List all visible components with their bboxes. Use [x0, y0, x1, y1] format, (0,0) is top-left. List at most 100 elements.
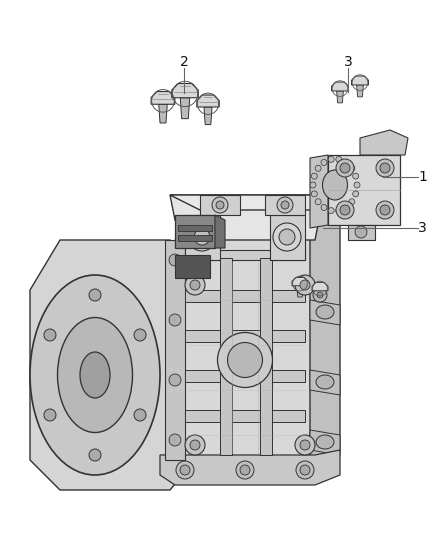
Polygon shape [310, 430, 340, 455]
Polygon shape [292, 277, 308, 286]
Polygon shape [220, 258, 232, 455]
Polygon shape [185, 250, 305, 260]
Circle shape [216, 201, 224, 209]
Circle shape [240, 465, 250, 475]
Polygon shape [185, 215, 220, 260]
Polygon shape [360, 130, 408, 155]
Circle shape [169, 434, 181, 446]
Polygon shape [178, 235, 212, 241]
Polygon shape [165, 240, 185, 460]
Circle shape [236, 461, 254, 479]
Circle shape [317, 292, 323, 298]
Circle shape [336, 201, 354, 219]
Ellipse shape [316, 435, 334, 449]
Circle shape [315, 199, 321, 205]
Circle shape [336, 208, 342, 214]
Circle shape [315, 165, 321, 171]
Circle shape [380, 163, 390, 173]
Circle shape [340, 163, 350, 173]
Circle shape [44, 409, 56, 421]
Polygon shape [175, 238, 315, 460]
Circle shape [328, 208, 334, 214]
Circle shape [169, 314, 181, 326]
Circle shape [169, 374, 181, 386]
Polygon shape [185, 290, 305, 302]
Polygon shape [151, 92, 175, 104]
Circle shape [321, 159, 327, 165]
Circle shape [212, 197, 228, 213]
Circle shape [295, 275, 315, 295]
Ellipse shape [57, 318, 133, 432]
Circle shape [313, 288, 327, 302]
Text: 3: 3 [418, 221, 427, 235]
Circle shape [169, 254, 181, 266]
Circle shape [185, 435, 205, 455]
Ellipse shape [80, 352, 110, 398]
Circle shape [343, 159, 349, 165]
Circle shape [343, 205, 349, 211]
Circle shape [353, 191, 359, 197]
Polygon shape [185, 330, 305, 342]
Circle shape [355, 226, 367, 238]
Circle shape [194, 229, 210, 245]
Circle shape [279, 229, 295, 245]
Ellipse shape [322, 170, 347, 200]
Circle shape [273, 223, 301, 251]
Polygon shape [310, 155, 328, 228]
Circle shape [336, 159, 354, 177]
Circle shape [281, 201, 289, 209]
Polygon shape [310, 300, 340, 325]
Circle shape [188, 223, 216, 251]
Ellipse shape [316, 305, 334, 319]
Circle shape [300, 280, 310, 290]
Polygon shape [170, 195, 320, 240]
Polygon shape [265, 195, 305, 215]
Circle shape [311, 191, 317, 197]
Ellipse shape [227, 343, 262, 377]
Circle shape [376, 159, 394, 177]
Polygon shape [178, 225, 212, 231]
Polygon shape [260, 258, 272, 455]
Polygon shape [175, 255, 210, 278]
Polygon shape [348, 225, 375, 240]
Polygon shape [197, 95, 219, 107]
Circle shape [295, 435, 315, 455]
Ellipse shape [314, 160, 356, 210]
Polygon shape [204, 107, 212, 125]
Circle shape [296, 461, 314, 479]
Polygon shape [185, 410, 305, 422]
Polygon shape [310, 195, 340, 460]
Circle shape [185, 275, 205, 295]
Text: 2: 2 [180, 55, 188, 69]
Circle shape [340, 205, 350, 215]
Text: 1: 1 [418, 170, 427, 184]
Circle shape [353, 173, 359, 179]
Ellipse shape [316, 375, 334, 389]
Polygon shape [159, 104, 167, 123]
Circle shape [176, 461, 194, 479]
Polygon shape [180, 98, 190, 119]
Text: 3: 3 [344, 55, 353, 69]
Polygon shape [328, 155, 400, 225]
Circle shape [336, 156, 342, 163]
Polygon shape [352, 76, 368, 85]
Circle shape [349, 165, 355, 171]
Polygon shape [160, 450, 340, 485]
Circle shape [44, 329, 56, 341]
Circle shape [354, 182, 360, 188]
Polygon shape [336, 91, 343, 103]
Circle shape [376, 201, 394, 219]
Polygon shape [172, 84, 198, 98]
Polygon shape [357, 85, 364, 97]
Ellipse shape [218, 333, 272, 387]
Circle shape [89, 449, 101, 461]
Polygon shape [297, 286, 303, 297]
Circle shape [300, 465, 310, 475]
Circle shape [349, 199, 355, 205]
Polygon shape [185, 370, 305, 382]
Polygon shape [332, 82, 349, 91]
Polygon shape [317, 291, 323, 302]
Circle shape [300, 440, 310, 450]
Circle shape [180, 465, 190, 475]
Polygon shape [200, 195, 240, 215]
